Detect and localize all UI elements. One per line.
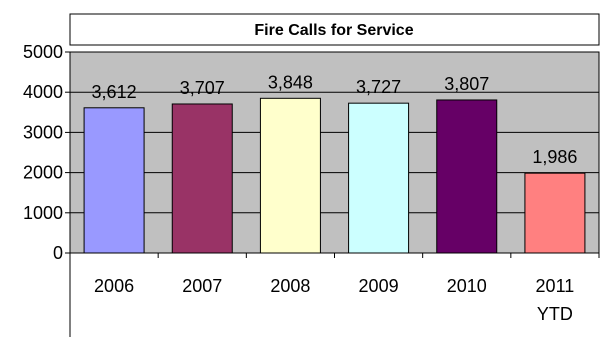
data-labels: 3,612 3,707 3,848 3,727 3,807 1,986 — [92, 72, 578, 167]
bar-5 — [524, 172, 586, 254]
x-tick-label: 2008 — [270, 276, 310, 296]
chart-title: Fire Calls for Service — [254, 22, 413, 39]
y-tick-label: 3000 — [23, 122, 63, 142]
data-label: 1,986 — [532, 147, 577, 167]
bar-3 — [348, 102, 410, 254]
y-tick-label: 5000 — [23, 42, 63, 62]
y-tick-label: 1000 — [23, 203, 63, 223]
data-label: 3,707 — [180, 78, 225, 98]
bar-4 — [436, 99, 498, 254]
title-box — [69, 13, 600, 46]
x-tick-label: 2010 — [447, 276, 487, 296]
data-label: 3,612 — [92, 82, 137, 102]
data-label: 3,807 — [444, 74, 489, 94]
y-axis-ticks: 0 1000 2000 3000 4000 5000 — [23, 42, 70, 263]
bar-0 — [83, 107, 145, 254]
y-tick-label: 2000 — [23, 163, 63, 183]
bar-1 — [171, 103, 233, 254]
y-tick-label: 0 — [53, 243, 63, 263]
x-tick-label: 2007 — [182, 276, 222, 296]
data-label: 3,727 — [356, 77, 401, 97]
x-axis-ticks: 2006 2007 2008 2009 2010 2011 YTD — [94, 253, 600, 324]
data-label: 3,848 — [268, 72, 313, 92]
gridlines — [70, 91, 599, 214]
x-tick-label: 2006 — [94, 276, 134, 296]
x-tick-label: 2009 — [359, 276, 399, 296]
plot-area — [69, 51, 600, 254]
y-tick-label: 4000 — [23, 82, 63, 102]
x-tick-label: 2011 YTD — [536, 276, 575, 324]
bar-2 — [259, 97, 321, 254]
